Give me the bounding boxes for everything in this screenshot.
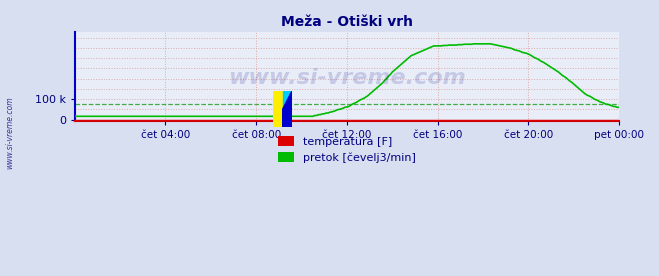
Polygon shape — [283, 91, 292, 127]
Legend: temperatura [F], pretok [čevelj3/min]: temperatura [F], pretok [čevelj3/min] — [273, 132, 420, 168]
Polygon shape — [283, 91, 292, 109]
Text: www.si-vreme.com: www.si-vreme.com — [228, 68, 466, 88]
Polygon shape — [273, 91, 283, 127]
Title: Meža - Otiški vrh: Meža - Otiški vrh — [281, 15, 413, 29]
Text: www.si-vreme.com: www.si-vreme.com — [5, 96, 14, 169]
